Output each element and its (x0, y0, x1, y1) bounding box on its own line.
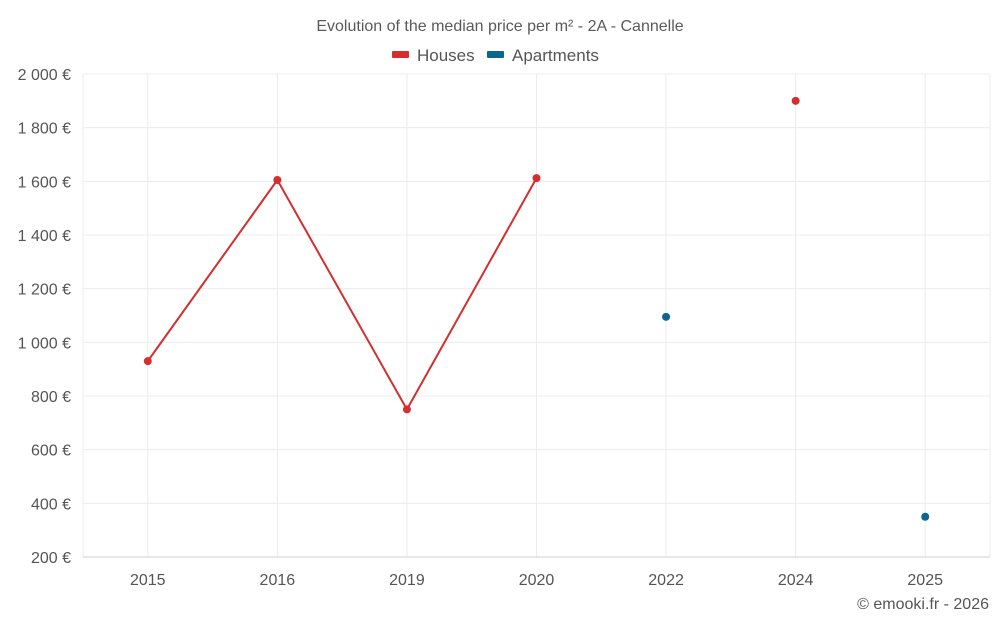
data-point-apartments[interactable] (662, 312, 671, 321)
y-tick-label: 1 000 € (18, 335, 71, 352)
x-tick-label: 2022 (648, 572, 684, 589)
credit-text: © emooki.fr - 2026 (857, 596, 989, 613)
x-tick-label: 2019 (389, 572, 425, 589)
legend: Houses Apartments (392, 46, 599, 65)
x-tick-label: 2024 (778, 572, 814, 589)
chart-title: Evolution of the median price per m² - 2… (316, 18, 683, 35)
y-tick-label: 2 000 € (18, 67, 71, 84)
series-apartments (662, 312, 930, 521)
legend-label-houses: Houses (417, 46, 475, 65)
series-line-houses (146, 177, 538, 411)
y-tick-label: 1 800 € (18, 121, 71, 138)
y-tick-label: 1 200 € (18, 282, 71, 299)
y-tick-label: 1 400 € (18, 228, 71, 245)
y-tick-label: 400 € (31, 496, 71, 513)
x-axis-ticks: 2015 2016 2019 2020 2022 2024 2025 (130, 572, 943, 589)
data-point-houses[interactable] (143, 357, 152, 366)
y-tick-label: 600 € (31, 443, 71, 460)
y-axis-ticks: 200 € 400 € 600 € 800 € 1 000 € 1 200 € 1 400 … (18, 67, 71, 567)
y-tick-label: 200 € (31, 550, 71, 567)
y-tick-label: 800 € (31, 389, 71, 406)
y-tick-label: 1 600 € (18, 174, 71, 191)
data-point-apartments[interactable] (921, 512, 930, 521)
data-point-houses[interactable] (532, 174, 541, 183)
x-tick-label: 2016 (260, 572, 296, 589)
data-point-houses[interactable] (402, 405, 411, 414)
legend-item-apartments[interactable]: Apartments (487, 46, 599, 65)
legend-swatch-houses (392, 51, 409, 58)
grid (82, 73, 991, 557)
legend-swatch-apartments (487, 51, 504, 58)
x-tick-label: 2025 (907, 572, 943, 589)
data-point-houses[interactable] (273, 175, 282, 184)
data-point-houses[interactable] (791, 96, 800, 105)
x-tick-label: 2020 (519, 572, 555, 589)
legend-item-houses[interactable]: Houses (392, 46, 475, 65)
legend-label-apartments: Apartments (512, 46, 599, 65)
series-houses (143, 96, 800, 414)
data-series (143, 96, 930, 521)
x-tick-label: 2015 (130, 572, 166, 589)
